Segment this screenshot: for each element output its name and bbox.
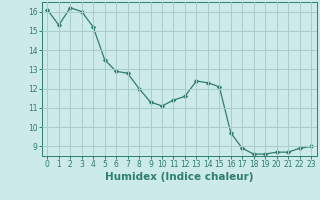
X-axis label: Humidex (Indice chaleur): Humidex (Indice chaleur) bbox=[105, 172, 253, 182]
